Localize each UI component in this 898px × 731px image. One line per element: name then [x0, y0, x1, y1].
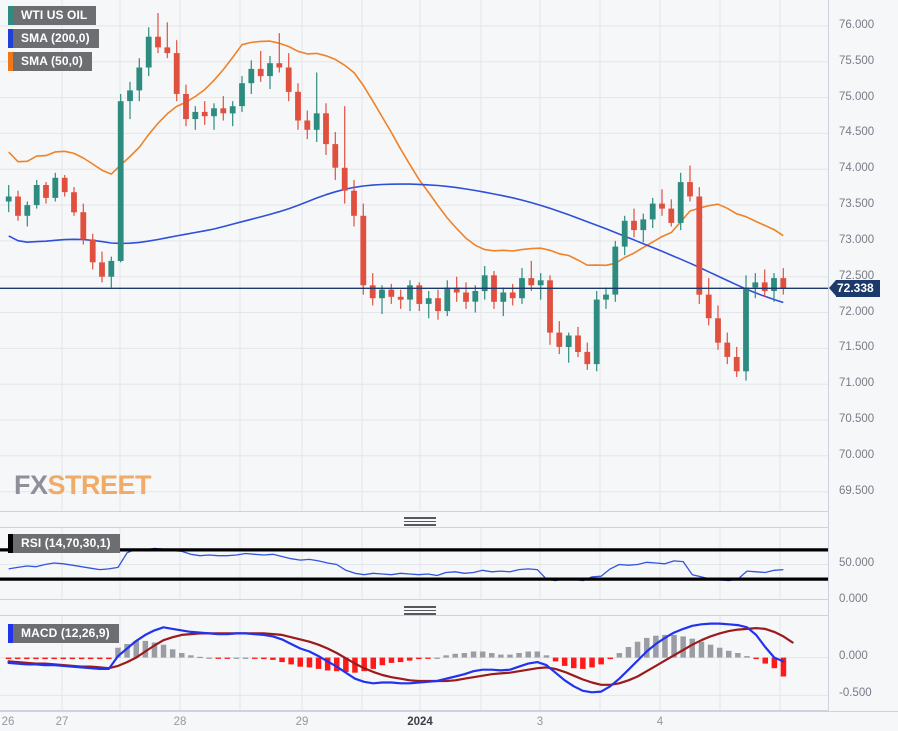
legend-item-sma50[interactable]: SMA (50,0) — [8, 52, 99, 71]
macd-tick-label: -0.500 — [839, 687, 872, 700]
sma200-color-swatch — [8, 29, 13, 48]
time-tick-label: 29 — [295, 716, 309, 728]
rsi-plot[interactable] — [0, 528, 828, 599]
pane-resize-handle-rsi-macd[interactable] — [404, 606, 436, 615]
price-tick-label: 70.500 — [839, 413, 875, 425]
price-canvas — [0, 0, 828, 511]
price-tick-label: 75.500 — [839, 54, 875, 67]
macd-legend: MACD (12,26,9) — [8, 624, 119, 647]
price-tick-label: 75.000 — [839, 90, 875, 103]
macd-plot[interactable] — [0, 616, 828, 710]
rsi-color-swatch — [8, 534, 13, 553]
price-tick-label: 72.500 — [839, 269, 875, 282]
legend-item-rsi[interactable]: RSI (14,70,30,1) — [8, 534, 120, 553]
price-legend: WTI US OIL SMA (200,0) SMA (50,0) — [8, 6, 99, 75]
legend-label-sma200: SMA (200,0) — [13, 29, 99, 48]
rsi-tick-label: 0.000 — [839, 593, 868, 605]
price-tick-label: 71.500 — [839, 341, 875, 354]
watermark-street: STREET — [47, 470, 152, 500]
rsi-pane[interactable]: RSI (14,70,30,1) — [0, 527, 828, 600]
time-tick-label: 2024 — [407, 716, 433, 728]
price-tick-label: 73.500 — [839, 198, 875, 211]
legend-item-macd[interactable]: MACD (12,26,9) — [8, 624, 119, 643]
price-plot[interactable] — [0, 0, 828, 511]
instrument-color-swatch — [8, 6, 13, 25]
fxstreet-watermark: FXSTREET — [14, 470, 152, 501]
price-tick-label: 76.000 — [839, 18, 875, 31]
price-tick-label: 72.000 — [839, 305, 875, 318]
time-tick-label: 4 — [656, 716, 664, 728]
legend-label-rsi: RSI (14,70,30,1) — [13, 534, 120, 553]
rsi-tick-label: 50.000 — [839, 556, 875, 569]
legend-item-sma200[interactable]: SMA (200,0) — [8, 29, 99, 48]
price-scale[interactable]: 76.000 75.500 75.000 74.500 74.000 73.500 73.0… — [828, 0, 898, 711]
rsi-legend: RSI (14,70,30,1) — [8, 534, 120, 557]
price-tick-label: 74.000 — [839, 162, 875, 175]
macd-tick-label: 0.000 — [839, 649, 868, 662]
time-tick-label: 28 — [173, 716, 187, 728]
time-tick-label: 3 — [536, 716, 544, 728]
time-tick-label: 27 — [55, 716, 69, 728]
legend-label-sma50: SMA (50,0) — [13, 52, 92, 71]
legend-item-instrument[interactable]: WTI US OIL — [8, 6, 99, 25]
legend-label-macd: MACD (12,26,9) — [13, 624, 119, 643]
rsi-canvas — [0, 528, 828, 599]
price-tick-label: 74.500 — [839, 126, 875, 139]
price-badge-value: 72.338 — [836, 279, 880, 297]
price-tick-label: 70.000 — [839, 448, 875, 461]
time-tick-label: 26 — [1, 716, 15, 728]
time-scale[interactable]: 26 27 28 29 2024 3 4 — [0, 711, 898, 731]
macd-pane[interactable]: MACD (12,26,9) — [0, 615, 828, 711]
pane-resize-handle-price-rsi[interactable] — [404, 517, 436, 526]
price-tick-label: 73.000 — [839, 233, 875, 246]
watermark-fx: FX — [14, 470, 48, 500]
last-price-badge[interactable]: 72.338 — [829, 279, 880, 297]
legend-label-instrument: WTI US OIL — [13, 6, 97, 25]
sma50-color-swatch — [8, 52, 13, 71]
price-tick-label: 69.500 — [839, 484, 875, 497]
price-badge-arrow-icon — [829, 280, 836, 297]
macd-color-swatch — [8, 624, 13, 643]
macd-canvas — [0, 616, 828, 710]
price-tick-label: 71.000 — [839, 377, 875, 390]
price-pane[interactable]: WTI US OIL SMA (200,0) SMA (50,0) FXSTRE… — [0, 0, 828, 512]
